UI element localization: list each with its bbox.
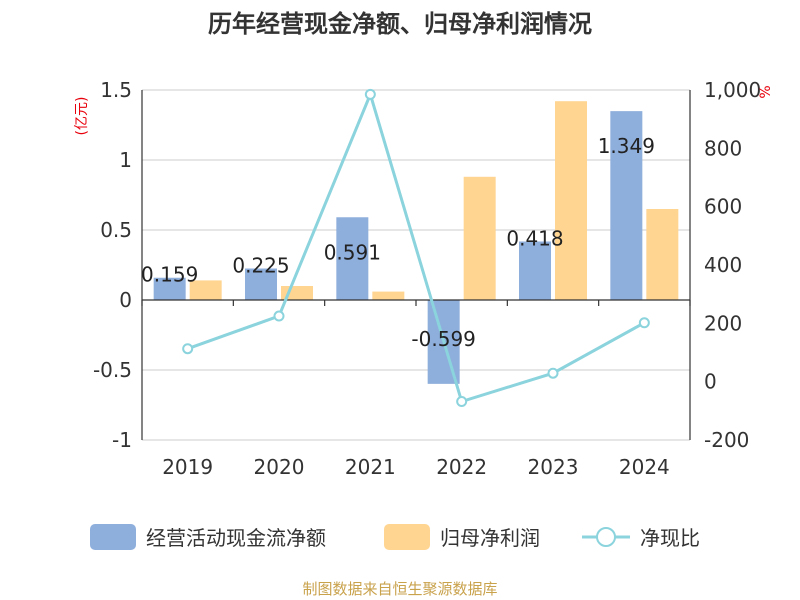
x-tick-label: 2020 (254, 455, 305, 479)
ratio-point (638, 317, 650, 329)
bars (153, 101, 679, 384)
net-profit-bar (646, 209, 679, 300)
right-axis: 1,000 800 600 400 200 0 -200% (689, 78, 774, 452)
left-tick-label: 0 (119, 288, 132, 312)
net-profit-bar (463, 176, 496, 300)
ratio-line (182, 88, 650, 407)
legend: 经营活动现金流净额 归母净利润 净现比 (90, 524, 700, 550)
x-axis: 2019 2020 2021 2022 2023 2024 (141, 299, 691, 479)
ratio-line-path (187, 89, 646, 404)
left-tick-label: -1 (112, 428, 132, 452)
chart-title: 历年经营现金净额、归母净利润情况 (208, 10, 592, 38)
legend-swatch (384, 524, 430, 550)
x-tick-label: 2023 (528, 455, 579, 479)
x-tick-label: 2022 (436, 455, 487, 479)
operating-cash-label: 0.159 (141, 263, 198, 287)
legend-label: 归母净利润 (440, 526, 540, 550)
ratio-point (456, 396, 468, 407)
right-tick-label: 600 (704, 195, 742, 219)
legend-label: 净现比 (640, 526, 700, 550)
operating-cash-label: 0.225 (232, 254, 289, 278)
legend-label: 经营活动现金流净额 (146, 526, 326, 550)
operating-cash-bar (610, 111, 643, 300)
operating-cash-label: 0.418 (506, 226, 563, 250)
net-profit-bar (372, 291, 405, 300)
operating-cash-label: -0.599 (411, 327, 475, 351)
operating-cash-label: 1.349 (598, 134, 655, 158)
net-profit-bar (189, 280, 222, 300)
operating-cash-bar (245, 268, 277, 300)
left-tick-label: 1 (119, 148, 132, 172)
legend-swatch (90, 524, 136, 550)
operating-cash-bar (336, 217, 369, 300)
right-tick-label: 200 (704, 311, 742, 335)
right-tick-label: 400 (704, 253, 742, 277)
x-tick-label: 2019 (162, 455, 213, 479)
operating-cash-bar (519, 241, 551, 300)
data-labels: 0.159 0.225 0.591 -0.599 0.418 1.349 (141, 134, 655, 351)
right-tick-label: 0 (704, 370, 717, 394)
legend-point-swatch (596, 527, 616, 547)
ratio-point (273, 310, 285, 322)
source-note: 制图数据来自恒生聚源数据库 (302, 580, 497, 598)
ratio-point (547, 367, 559, 379)
ratio-point (364, 88, 376, 100)
right-tick-label: 1,000 (704, 78, 761, 102)
right-unit-label: % (758, 85, 774, 98)
operating-cash-bar (153, 277, 186, 300)
x-tick-label: 2021 (345, 455, 396, 479)
left-axis: 1.5 1 0.5 0 -0.5 -1 (亿元) (74, 78, 143, 452)
left-tick-label: 0.5 (100, 218, 132, 242)
x-tick-label: 2024 (619, 455, 670, 479)
operating-cash-label: 0.591 (324, 240, 381, 264)
right-tick-label: 800 (704, 136, 742, 160)
left-unit-label: (亿元) (74, 97, 90, 136)
left-tick-label: 1.5 (100, 78, 132, 102)
net-profit-bar (555, 101, 587, 300)
ratio-point (182, 343, 194, 355)
right-tick-label: -200 (704, 428, 749, 452)
left-tick-label: -0.5 (93, 358, 132, 382)
